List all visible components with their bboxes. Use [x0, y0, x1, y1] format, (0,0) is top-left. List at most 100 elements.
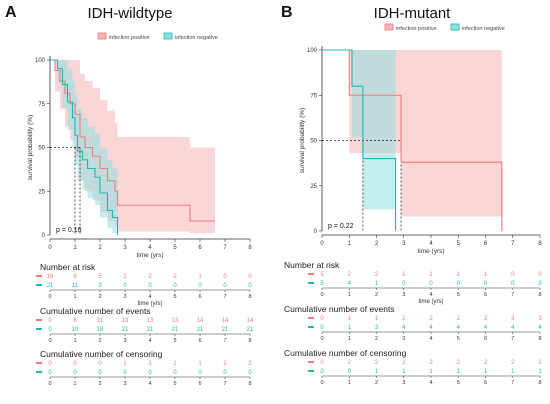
risk-table-cell: 13 [172, 318, 179, 324]
risk-table-tick-label: 6 [484, 380, 487, 386]
risk-table-cell: 1 [375, 369, 379, 375]
x-tick-label: 1 [348, 241, 352, 247]
risk-table-cell: 2 [511, 360, 515, 366]
risk-table-cell: 2 [402, 316, 406, 322]
risk-table-cell: 0 [457, 281, 461, 287]
risk-table-cell: 0 [402, 281, 406, 287]
risk-table-tick-label: 0 [48, 338, 51, 344]
risk-table-tick-label: 1 [348, 336, 351, 342]
risk-table-cell: 13 [122, 318, 129, 324]
risk-table-row: 0 2 2 2 2 2 2 2 2 [308, 360, 542, 366]
risk-table-tick-label: 7 [511, 292, 514, 298]
risk-table-cell: 0 [198, 370, 202, 376]
risk-table-cell: 4 [457, 325, 461, 331]
legend-label: infection positive [396, 26, 437, 32]
risk-table-tick-label: 8 [248, 338, 251, 344]
survival-curve-series-1 [50, 59, 119, 235]
risk-table-cell: 0 [173, 370, 177, 376]
y-tick-label: 50 [38, 146, 45, 152]
risk-table-tick-label: 8 [248, 381, 251, 387]
risk-table-tick-label: 6 [198, 294, 201, 300]
panel-b: B IDH-mutant infection positive infection n… [281, 4, 542, 386]
risk-table-cell: 0 [73, 361, 77, 367]
risk-table-cell: 16 [47, 274, 54, 280]
legend-swatch [450, 23, 460, 31]
legend: infection positive infection negative [97, 32, 218, 41]
risk-table-cell: 1 [173, 361, 177, 367]
risk-table-tick-label: 3 [402, 380, 405, 386]
p-value: p = 0.22 [328, 223, 354, 230]
risk-table-cell: 21 [122, 327, 129, 333]
risk-table-cell: 11 [97, 318, 104, 324]
x-tick-label: 2 [98, 245, 102, 251]
risk-table-tick-label: 8 [538, 380, 541, 386]
risk-table-cell: 0 [148, 283, 152, 289]
risk-table-row: 21 11 3 0 0 0 0 0 0 [36, 283, 252, 289]
risk-table-tick-label: 8 [538, 292, 541, 298]
ci-band-segment [190, 147, 215, 234]
x-tick-label: 3 [123, 245, 127, 251]
risk-table-cell: 0 [73, 370, 77, 376]
risk-table-tick-label: 2 [375, 336, 378, 342]
p-value: p = 0.16 [56, 227, 82, 234]
risk-table-cell: 21 [172, 327, 179, 333]
ci-band-series-1 [351, 50, 396, 210]
risk-table: Cumulative number of events 0 1 1 2 2 2 2 3 3 0 1 3 4… [284, 304, 542, 342]
risk-table-row: 0 1 3 4 4 4 4 4 4 [308, 325, 542, 331]
risk-table-cell: 8 [73, 318, 77, 324]
y-axis-label: survival probability (%) [27, 115, 34, 180]
risk-table-cell: 2 [148, 274, 152, 280]
risk-table-tick-label: 3 [123, 381, 126, 387]
risk-table-cell: 2 [484, 316, 488, 322]
x-tick-label: 0 [48, 245, 52, 251]
risk-table-tick-label: 5 [457, 380, 460, 386]
risk-table-cell: 2 [429, 360, 433, 366]
risk-table-tick-label: 7 [223, 294, 226, 300]
ci-band-segment [117, 137, 190, 232]
risk-table-cell: 3 [375, 325, 379, 331]
risk-table-cell: 2 [123, 274, 127, 280]
risk-table: Number at risk 5 2 2 1 1 1 1 0 0 5 4 1 0 0 0 0 0 0 0 1 2 3 4 5 6 7… [284, 260, 542, 305]
y-tick-label: 100 [307, 48, 318, 54]
x-tick-label: 7 [223, 245, 227, 251]
risk-table-cell: 1 [402, 272, 406, 278]
risk-table-cell: 1 [348, 316, 352, 322]
risk-table-title: Number at risk [40, 262, 96, 272]
risk-table-row: 5 2 2 1 1 1 1 0 0 [308, 272, 542, 278]
risk-table-cell: 11 [72, 283, 79, 289]
risk-table-tick-label: 0 [320, 380, 323, 386]
risk-table-tick-label: 6 [198, 381, 201, 387]
risk-table-cell: 0 [538, 281, 542, 287]
risk-table-tick-label: 0 [48, 381, 51, 387]
risk-table-cell: 14 [222, 318, 229, 324]
x-tick-label: 4 [148, 245, 152, 251]
risk-table-cell: 0 [320, 316, 324, 322]
risk-table-tick-label: 1 [73, 294, 76, 300]
risk-table-cell: 3 [511, 316, 515, 322]
risk-table-cell: 0 [248, 370, 252, 376]
risk-table-tick-label: 1 [73, 338, 76, 344]
risk-table-cell: 2 [223, 361, 227, 367]
risk-table-cell: 4 [348, 281, 352, 287]
y-axis-label: survival probability (%) [299, 108, 306, 173]
risk-table-cell: 1 [148, 361, 152, 367]
risk-table-tick-label: 1 [73, 381, 76, 387]
x-tick-label: 3 [402, 241, 406, 247]
legend-swatch [163, 32, 173, 40]
risk-table-cell: 10 [72, 327, 79, 333]
risk-table-tick-label: 5 [173, 338, 176, 344]
ci-band-segment [362, 50, 396, 210]
ci-band-segment [401, 50, 502, 217]
risk-table-cell: 3 [98, 283, 102, 289]
risk-table-cell: 3 [538, 316, 542, 322]
risk-table-tick-label: 3 [123, 294, 126, 300]
risk-table-cell: 1 [538, 369, 542, 375]
risk-table-cell: 1 [123, 361, 127, 367]
risk-table-cell: 1 [457, 272, 461, 278]
risk-table-cell: 0 [484, 281, 488, 287]
risk-table-tick-label: 3 [402, 336, 405, 342]
risk-table-cell: 8 [73, 274, 77, 280]
risk-table-cell: 0 [538, 272, 542, 278]
risk-table-cell: 2 [457, 360, 461, 366]
